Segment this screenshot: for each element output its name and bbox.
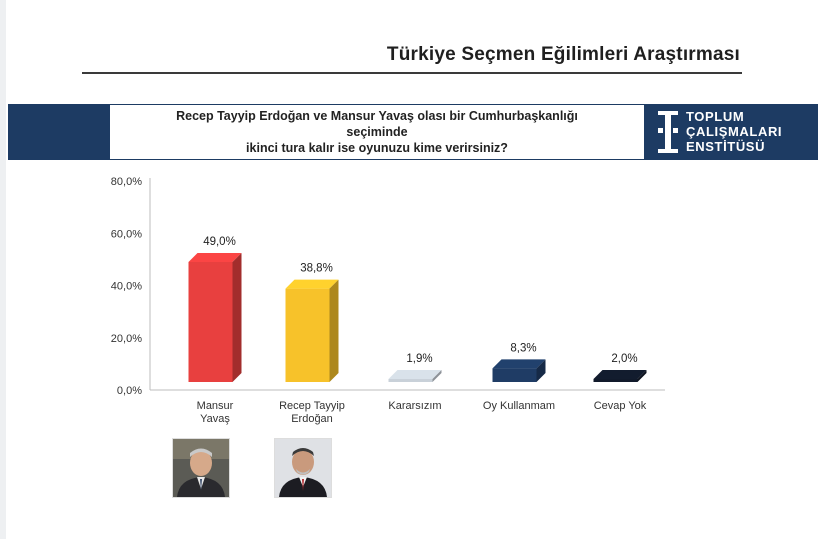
question-line-3: ikinci tura kalır ise oyunuzu kime verir… bbox=[246, 141, 508, 155]
y-tick-label: 40,0% bbox=[111, 281, 142, 293]
category-label: Yavaş bbox=[200, 413, 230, 425]
title-rule bbox=[82, 72, 742, 74]
bar-side-face bbox=[232, 252, 242, 382]
bar-side-face bbox=[536, 359, 546, 382]
data-label: 38,8% bbox=[300, 263, 333, 275]
y-tick-label: 80,0% bbox=[111, 176, 142, 188]
bar-side-face bbox=[329, 279, 339, 382]
portrait-photo-icon bbox=[274, 438, 332, 498]
left-border bbox=[0, 0, 6, 539]
logo-line-2: ÇALIŞMALARI bbox=[686, 124, 783, 139]
bar bbox=[593, 379, 638, 382]
logo-line-3: ENSTİTÜSÜ bbox=[686, 139, 766, 154]
bar-side-face bbox=[637, 370, 647, 382]
bar-top-face bbox=[188, 252, 242, 262]
y-tick-label: 20,0% bbox=[111, 333, 142, 345]
question-banner: Recep Tayyip Erdoğan ve Mansur Yavaş ola… bbox=[8, 104, 818, 160]
bar bbox=[492, 368, 537, 382]
bar-top-face bbox=[285, 279, 339, 289]
page-title: Türkiye Seçmen Eğilimleri Araştırması bbox=[386, 44, 740, 65]
y-tick-label: 60,0% bbox=[111, 228, 142, 240]
bar bbox=[285, 288, 330, 382]
question-line-2: seçiminde bbox=[346, 125, 408, 139]
bar-side-face bbox=[432, 370, 442, 382]
data-label: 2,0% bbox=[611, 353, 637, 365]
category-label: Kararsızım bbox=[388, 400, 441, 412]
data-label: 1,9% bbox=[406, 353, 432, 365]
bar-top-face bbox=[593, 370, 647, 379]
y-tick-label: 0,0% bbox=[117, 385, 142, 397]
category-label: Cevap Yok bbox=[594, 400, 647, 412]
bar bbox=[188, 261, 233, 382]
question-line-1: Recep Tayyip Erdoğan ve Mansur Yavaş ola… bbox=[176, 109, 578, 123]
category-label: Oy Kullanmam bbox=[483, 400, 555, 412]
category-label: Mansur bbox=[197, 400, 234, 412]
category-label: Erdoğan bbox=[291, 413, 333, 425]
data-label: 8,3% bbox=[510, 342, 536, 354]
data-label: 49,0% bbox=[203, 236, 236, 248]
institute-logo: TOPLUM ÇALIŞMALARI ENSTİTÜSÜ bbox=[644, 104, 818, 160]
banner-accent bbox=[8, 104, 110, 160]
bar bbox=[388, 379, 433, 382]
logo-icon bbox=[658, 111, 678, 153]
survey-question: Recep Tayyip Erdoğan ve Mansur Yavaş ola… bbox=[110, 104, 644, 160]
bar-top-face bbox=[492, 359, 546, 369]
bar-top-face bbox=[388, 370, 442, 379]
logo-line-1: TOPLUM bbox=[686, 109, 745, 124]
portrait-photo-icon bbox=[172, 438, 230, 498]
category-label: Recep Tayyip bbox=[279, 400, 345, 412]
logo-text: TOPLUM ÇALIŞMALARI ENSTİTÜSÜ bbox=[686, 109, 782, 154]
